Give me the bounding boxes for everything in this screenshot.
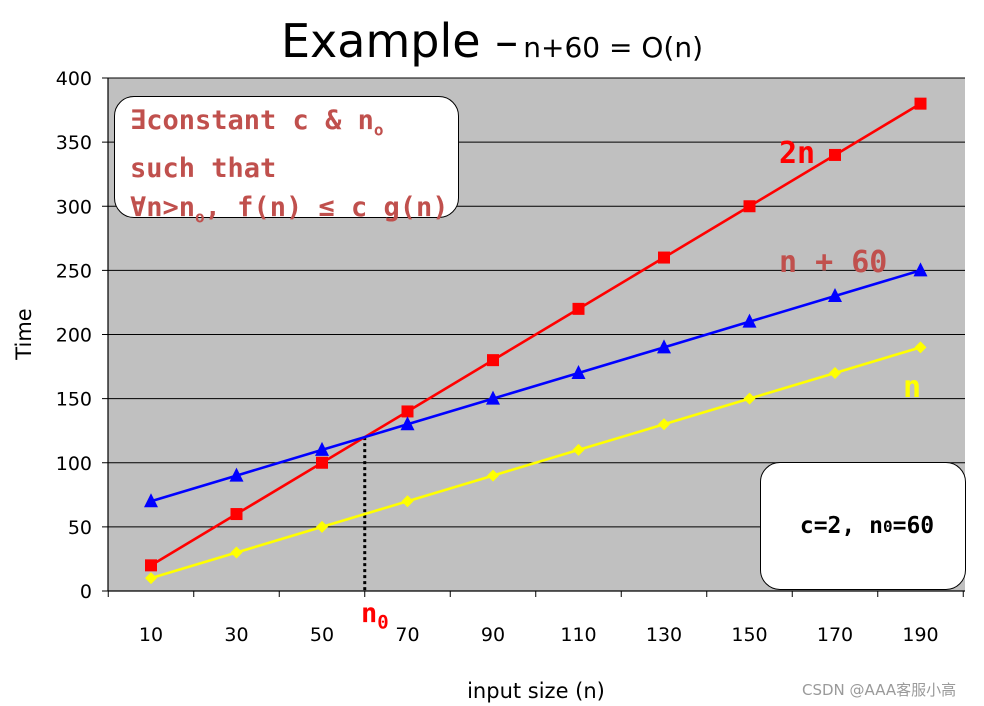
data-point <box>145 559 157 572</box>
y-tick-labels: 0 50 100 150 200 250 300 350 400 <box>56 68 92 603</box>
data-point <box>487 354 499 367</box>
definition-line-1: ∃constant c & no <box>130 105 384 140</box>
y-tick-label: 400 <box>56 68 92 90</box>
x-tick-label: 170 <box>817 624 853 646</box>
y-tick-label: 50 <box>68 517 92 539</box>
x-tick-label: 50 <box>310 624 334 646</box>
data-point <box>742 313 757 328</box>
x-tick-label: 30 <box>224 624 248 646</box>
data-point <box>743 392 756 405</box>
title-formula: n+60 = O(n) <box>523 31 703 64</box>
series-label-2n: 2n <box>779 136 815 171</box>
data-point <box>316 520 328 533</box>
series-line-0 <box>150 102 922 567</box>
data-point <box>315 441 329 456</box>
data-point <box>828 288 842 303</box>
data-point <box>486 390 500 405</box>
data-point <box>657 339 671 354</box>
data-point <box>145 572 157 585</box>
series-line-1 <box>150 269 921 503</box>
y-axis-title: Time <box>12 308 36 360</box>
data-point <box>401 405 414 418</box>
data-point <box>658 418 670 431</box>
series-line-2 <box>150 346 921 580</box>
x-tick-label: 150 <box>731 624 767 646</box>
data-point <box>743 200 756 213</box>
y-tick-label: 200 <box>56 325 92 347</box>
definition-box: ∃constant c & no such that ∀n>no, f(n) ≤… <box>114 96 459 227</box>
chart-title: Example – n+60 = O(n) <box>0 14 984 68</box>
n0-marker: n0 <box>361 598 389 634</box>
series-label-n-plus-60: n + 60 <box>779 245 887 280</box>
x-tick-label: 130 <box>646 624 682 646</box>
y-tick-label: 350 <box>56 132 92 154</box>
definition-line-3: ∀n>no, f(n) ≤ c g(n) <box>130 192 449 227</box>
definition-line-2: such that <box>130 153 277 185</box>
data-point <box>229 467 244 482</box>
data-point <box>316 456 328 469</box>
title-main: Example – <box>280 14 519 68</box>
x-tick-label: 110 <box>560 624 596 646</box>
series-group <box>144 97 928 585</box>
watermark: CSDN @AAA客服小高 <box>802 681 957 699</box>
x-tick-label: 190 <box>902 624 938 646</box>
data-point <box>658 251 670 264</box>
data-point <box>572 302 585 315</box>
y-tick-label: 0 <box>80 581 92 603</box>
data-point <box>571 364 586 379</box>
axes <box>102 77 965 597</box>
data-point <box>401 495 414 508</box>
x-tick-labels: 10 30 50 70 90 110 130 150 170 190 <box>139 624 939 646</box>
data-point <box>914 341 927 354</box>
series-label-n: n <box>903 370 921 405</box>
x-tick-label: 90 <box>481 624 505 646</box>
y-tick-label: 300 <box>56 196 92 218</box>
y-tick-label: 100 <box>56 453 92 475</box>
data-point <box>829 366 841 379</box>
data-point <box>487 469 499 482</box>
parameter-box: c=2, n 0 =60 <box>760 462 966 590</box>
data-point <box>230 546 243 559</box>
data-point <box>144 493 158 508</box>
data-point <box>913 262 928 277</box>
x-tick-label: 70 <box>395 624 419 646</box>
data-point <box>400 416 415 431</box>
y-tick-label: 150 <box>56 389 92 411</box>
x-axis-title: input size (n) <box>467 679 605 703</box>
data-point <box>230 508 243 521</box>
y-tick-label: 250 <box>56 260 92 282</box>
data-point <box>572 443 585 456</box>
x-tick-label: 10 <box>139 624 163 646</box>
data-point <box>829 148 841 161</box>
data-point <box>914 97 927 110</box>
